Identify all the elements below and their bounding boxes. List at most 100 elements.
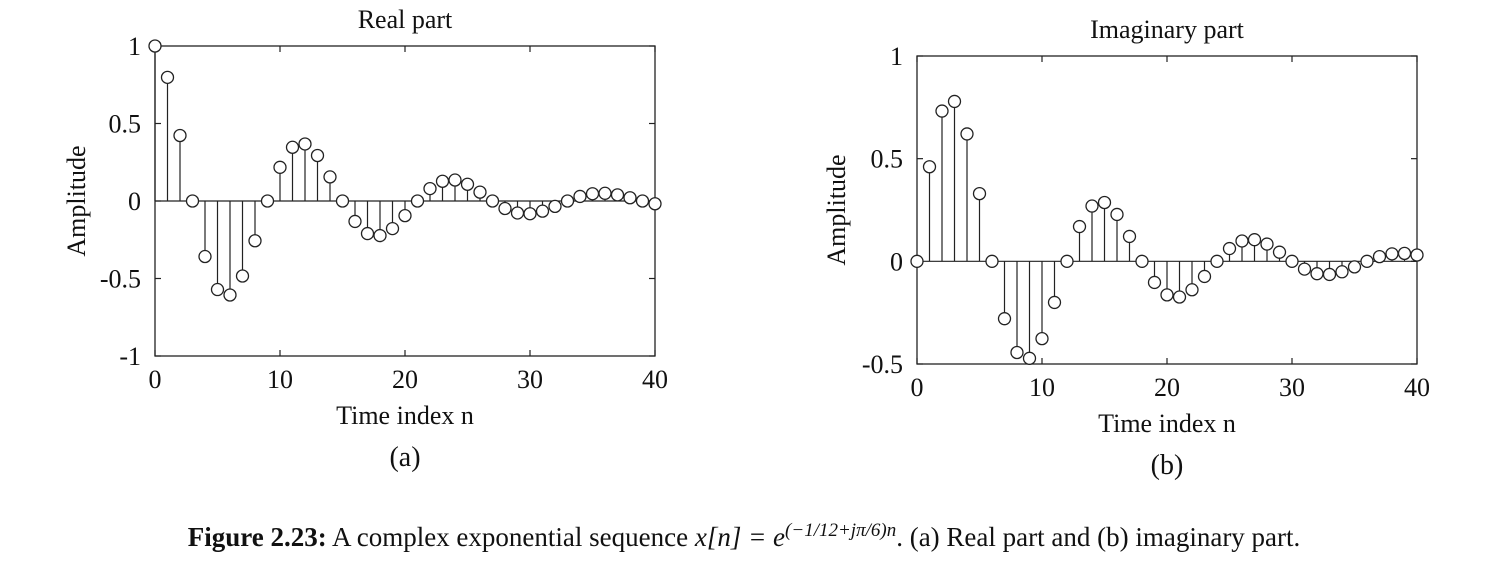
imag-stem-marker bbox=[1247, 233, 1262, 247]
real-stem-marker bbox=[185, 194, 200, 208]
imag-stem-marker bbox=[1035, 331, 1049, 346]
imag-stem-marker bbox=[947, 94, 962, 109]
real-stem-marker bbox=[348, 214, 362, 229]
imag-y-tick-label: 0.5 bbox=[871, 145, 904, 174]
imag-y-tick-label: -0.5 bbox=[862, 350, 903, 379]
real-part-chart: 0 10 20 30 40 -1 -0.5 0 0.5 1 Real part Time index … bbox=[62, 5, 668, 473]
real-stem-marker bbox=[435, 174, 450, 188]
imag-stem-marker bbox=[985, 254, 999, 268]
imag-stem-marker bbox=[1372, 249, 1387, 264]
imag-stem-marker bbox=[1122, 229, 1137, 244]
real-stem-marker bbox=[573, 189, 587, 204]
imag-x-tick-label: 10 bbox=[1029, 373, 1055, 402]
imag-stem-marker bbox=[1010, 345, 1024, 360]
real-stem-marker bbox=[548, 199, 562, 214]
real-stem-marker bbox=[285, 140, 300, 154]
imag-chart-title: Imaginary part bbox=[1090, 15, 1245, 44]
imag-x-tick-label: 20 bbox=[1154, 373, 1180, 402]
real-stem-marker bbox=[160, 70, 175, 85]
imag-stem-marker bbox=[997, 312, 1012, 326]
real-stem-marker bbox=[485, 194, 500, 208]
imag-stem-marker bbox=[1085, 199, 1099, 213]
imag-stem-marker bbox=[1135, 254, 1149, 268]
imag-stem-marker bbox=[1260, 237, 1274, 251]
imag-plot-frame bbox=[916, 55, 1418, 365]
real-stem-marker bbox=[635, 194, 650, 208]
caption-exponent: (−1/12+jπ/6)n bbox=[785, 520, 897, 541]
real-y-tick-label: 0.5 bbox=[109, 110, 142, 139]
real-stem-marker bbox=[210, 282, 225, 297]
imag-stem-marker bbox=[1047, 295, 1062, 310]
real-stem-marker bbox=[460, 177, 475, 191]
real-stem-marker bbox=[410, 194, 425, 208]
imag-stem-marker bbox=[1335, 265, 1349, 279]
imag-stem-marker bbox=[1110, 207, 1124, 222]
imag-stem-marker bbox=[1297, 262, 1312, 276]
real-stem-marker bbox=[148, 39, 162, 53]
real-stem-marker bbox=[198, 249, 212, 264]
real-stem-marker bbox=[373, 228, 387, 243]
real-stem-marker bbox=[648, 197, 662, 211]
real-stem-marker bbox=[310, 148, 325, 163]
real-stem-marker bbox=[585, 187, 600, 201]
caption-text-before: A complex exponential sequence bbox=[331, 522, 689, 552]
real-y-axis-label: Amplitude bbox=[62, 145, 91, 256]
imaginary-part-chart: 0 10 20 30 40 -0.5 0 0.5 1 Imaginary part Time ind… bbox=[822, 15, 1430, 481]
real-x-tick-label: 40 bbox=[642, 365, 668, 394]
imag-stem-marker bbox=[1272, 245, 1287, 259]
real-stem-marker bbox=[323, 170, 337, 184]
real-stem-marker bbox=[448, 173, 462, 187]
real-stem-marker bbox=[423, 181, 437, 196]
real-y-tick-label: 1 bbox=[128, 32, 141, 61]
real-chart-title: Real part bbox=[358, 5, 453, 34]
imag-stem-marker bbox=[1185, 283, 1199, 297]
imag-stem-marker bbox=[1385, 247, 1399, 261]
imag-stem-marker bbox=[1347, 260, 1362, 274]
real-stem-marker bbox=[523, 207, 537, 221]
figure-caption: Figure 2.23: A complex exponential seque… bbox=[0, 520, 1488, 553]
imag-stem-marker bbox=[960, 127, 974, 141]
real-stem-marker bbox=[385, 221, 400, 236]
real-stem-marker bbox=[473, 185, 487, 199]
imag-stem-marker bbox=[1060, 254, 1074, 268]
imag-stem-marker bbox=[1097, 195, 1112, 210]
real-x-tick-label: 20 bbox=[392, 365, 418, 394]
real-x-axis-label: Time index n bbox=[336, 401, 474, 430]
imag-x-tick-label: 40 bbox=[1404, 373, 1430, 402]
imag-y-tick-label: 0 bbox=[890, 247, 903, 276]
caption-equation: x[n] = e bbox=[694, 522, 786, 552]
imag-stem-marker bbox=[1172, 290, 1187, 304]
imag-stem-marker bbox=[1360, 254, 1374, 268]
imag-stem-marker bbox=[935, 104, 949, 118]
real-panel-label: (a) bbox=[389, 442, 420, 473]
imag-stem-marker bbox=[1210, 254, 1224, 268]
real-stem-marker bbox=[298, 137, 312, 151]
caption-label: Figure 2.23: bbox=[187, 522, 327, 552]
imag-stem-marker bbox=[1235, 234, 1249, 248]
real-stem-marker bbox=[598, 186, 612, 200]
imag-stem-marker bbox=[1310, 267, 1324, 281]
real-x-tick-label: 10 bbox=[267, 365, 293, 394]
imag-stem-marker bbox=[972, 186, 987, 201]
imag-y-axis-label: Amplitude bbox=[822, 154, 851, 265]
real-stem-marker bbox=[273, 160, 287, 174]
real-stem-marker bbox=[260, 194, 275, 208]
real-stem-marker bbox=[510, 206, 525, 220]
imag-stem-marker bbox=[922, 160, 937, 174]
imag-stem-marker bbox=[1285, 254, 1299, 268]
real-stem-marker bbox=[560, 194, 575, 208]
imag-stem-marker bbox=[1322, 267, 1337, 282]
real-stem-marker bbox=[248, 234, 262, 248]
real-stem-marker bbox=[173, 128, 187, 143]
imag-x-tick-label: 0 bbox=[911, 373, 924, 402]
imag-stem-marker bbox=[910, 254, 924, 268]
imag-stem-marker bbox=[1197, 269, 1212, 284]
imag-stem-marker bbox=[1072, 219, 1087, 234]
imag-panel-label: (b) bbox=[1151, 450, 1184, 481]
imag-stem-marker bbox=[1397, 246, 1412, 261]
real-y-tick-label: 0 bbox=[128, 187, 141, 216]
imag-stem-marker bbox=[1147, 275, 1162, 290]
real-stem-marker bbox=[223, 288, 237, 302]
imag-stem-marker bbox=[1222, 241, 1237, 256]
